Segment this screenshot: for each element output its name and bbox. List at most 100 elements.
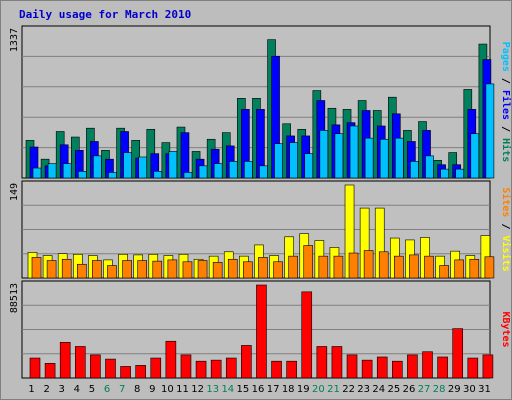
hits-panel-bar-pages bbox=[485, 83, 495, 179]
visits-panel-bar-sites bbox=[454, 259, 465, 279]
hits-panel-bar-pages bbox=[470, 133, 480, 179]
hits-panel-legend: Pages / Files / Hits bbox=[500, 42, 512, 162]
visits-panel-bar-sites bbox=[167, 259, 178, 279]
kbytes-panel-bar-kbytes bbox=[90, 354, 101, 379]
hits-panel-bar-pages bbox=[153, 171, 163, 179]
hits-panel-bar-pages bbox=[228, 161, 238, 179]
kbytes-panel-bar-kbytes bbox=[361, 359, 373, 379]
hits-panel-bar-pages bbox=[213, 163, 223, 179]
hits-panel-bar-pages bbox=[425, 155, 434, 179]
kbytes-panel-bar-kbytes bbox=[29, 357, 41, 379]
x-tick-label: 5 bbox=[89, 384, 95, 395]
visits-panel-bar-sites bbox=[122, 260, 132, 279]
visits-panel-bar-sites bbox=[137, 260, 147, 279]
kbytes-panel-bar-kbytes bbox=[316, 346, 328, 379]
visits-panel-legend-entry: Visits bbox=[500, 230, 512, 272]
x-tick-label: 30 bbox=[463, 384, 476, 395]
hits-panel-bar-pages bbox=[274, 143, 283, 179]
visits-panel-bar-sites bbox=[152, 260, 163, 279]
kbytes-panel-bar-kbytes bbox=[271, 360, 282, 379]
hits-panel-bar-pages bbox=[123, 152, 132, 179]
kbytes-panel-bar-kbytes bbox=[120, 366, 131, 379]
chart-title: Daily usage for March 2010 bbox=[19, 8, 192, 21]
hits-panel-legend-entry: Files bbox=[500, 84, 512, 120]
visits-panel-bar-sites bbox=[107, 265, 117, 279]
hits-panel-bar-pages bbox=[455, 168, 465, 179]
x-tick-label: 20 bbox=[312, 384, 325, 395]
hits-panel-bar-pages bbox=[364, 137, 374, 179]
visits-panel-bar-sites bbox=[439, 265, 449, 279]
hits-panel-bar-pages bbox=[244, 161, 253, 179]
hits-panel-bar-pages bbox=[440, 168, 449, 179]
kbytes-panel-bar-kbytes bbox=[180, 354, 192, 379]
kbytes-panel-bar-kbytes bbox=[346, 354, 358, 379]
hits-panel-bar-pages bbox=[319, 130, 329, 179]
kbytes-panel-bar-kbytes bbox=[44, 362, 56, 379]
kbytes-panel-bar-kbytes bbox=[225, 357, 237, 379]
kbytes-panel-bar-kbytes bbox=[150, 357, 162, 379]
hits-panel-bar-pages bbox=[304, 153, 314, 179]
visits-panel-bar-sites bbox=[273, 261, 283, 279]
kbytes-panel-bar-kbytes bbox=[407, 354, 418, 379]
kbytes-panel-bar-kbytes bbox=[331, 346, 343, 379]
x-tick-label: 14 bbox=[221, 384, 234, 395]
x-tick-label: 4 bbox=[74, 384, 80, 395]
kbytes-panel-bar-kbytes bbox=[376, 356, 388, 379]
kbytes-panel-bar-kbytes bbox=[135, 365, 146, 379]
x-tick-label: 26 bbox=[403, 384, 416, 395]
x-tick-label: 31 bbox=[478, 384, 491, 395]
hits-panel-bar-pages bbox=[334, 133, 344, 179]
kbytes-panel-bar-kbytes bbox=[392, 360, 403, 379]
kbytes-panel-bar-kbytes bbox=[165, 340, 177, 379]
kbytes-panel-bar-kbytes bbox=[422, 351, 433, 379]
visits-panel-bar-sites bbox=[258, 257, 268, 279]
x-tick-label: 29 bbox=[448, 384, 461, 395]
kbytes-panel-legend-entry: KBytes bbox=[500, 311, 511, 347]
hits-panel-bar-pages bbox=[379, 138, 389, 179]
kbytes-panel-bar-kbytes bbox=[301, 291, 313, 379]
kbytes-panel-bar-kbytes bbox=[452, 328, 464, 379]
visits-panel-bar-sites bbox=[46, 260, 57, 279]
visits-panel-bar-sites bbox=[469, 258, 480, 279]
x-tick-label: 3 bbox=[59, 384, 65, 395]
x-tick-label: 28 bbox=[433, 384, 446, 395]
hits-panel-bar-pages bbox=[168, 151, 178, 179]
kbytes-panel-bar-kbytes bbox=[437, 356, 448, 379]
x-tick-label: 24 bbox=[372, 384, 385, 395]
visits-panel-bar-sites bbox=[243, 261, 253, 279]
hits-panel-ymax-label: 1337 bbox=[9, 28, 20, 52]
visits-panel-bar-sites bbox=[348, 252, 359, 279]
visits-panel-bar-sites bbox=[31, 257, 42, 279]
x-tick-label: 1 bbox=[28, 384, 34, 395]
visits-panel-bar-sites bbox=[227, 258, 238, 279]
hits-panel-legend-entry: Pages bbox=[500, 42, 511, 72]
hits-panel-bar-pages bbox=[108, 172, 117, 179]
kbytes-panel-ymax-label: 88513 bbox=[9, 283, 20, 313]
x-tick-label: 9 bbox=[149, 384, 155, 395]
hits-panel-bar-pages bbox=[259, 165, 268, 179]
x-tick-label: 21 bbox=[327, 384, 340, 395]
kbytes-panel-bar-kbytes bbox=[286, 360, 297, 379]
visits-panel-bar-sites bbox=[333, 255, 344, 279]
visits-panel-bar-sites bbox=[92, 260, 102, 279]
hits-panel-legend-entry: / bbox=[500, 120, 511, 132]
visits-panel-legend-entry: Sites bbox=[500, 187, 512, 217]
kbytes-panel-bar-kbytes bbox=[467, 357, 479, 379]
hits-panel-bar-pages bbox=[198, 165, 208, 179]
x-tick-label: 18 bbox=[282, 384, 295, 395]
hits-panel-bar-pages bbox=[395, 137, 404, 179]
kbytes-panel-bar-kbytes bbox=[195, 360, 207, 379]
visits-panel-bar-sites bbox=[318, 255, 329, 279]
visits-panel-bar-sites bbox=[424, 255, 434, 279]
x-tick-label: 23 bbox=[357, 384, 370, 395]
kbytes-panel-bar-kbytes bbox=[105, 358, 116, 379]
hits-panel-bar-pages bbox=[410, 161, 419, 179]
visits-panel-ymax-label: 149 bbox=[9, 183, 20, 201]
kbytes-panel-bar-kbytes bbox=[482, 354, 494, 379]
x-tick-label: 2 bbox=[43, 384, 49, 395]
x-tick-label: 25 bbox=[388, 384, 401, 395]
x-tick-label: 17 bbox=[267, 384, 280, 395]
visits-panel-bar-sites bbox=[303, 245, 314, 279]
visits-panel-bar-sites bbox=[76, 263, 87, 279]
